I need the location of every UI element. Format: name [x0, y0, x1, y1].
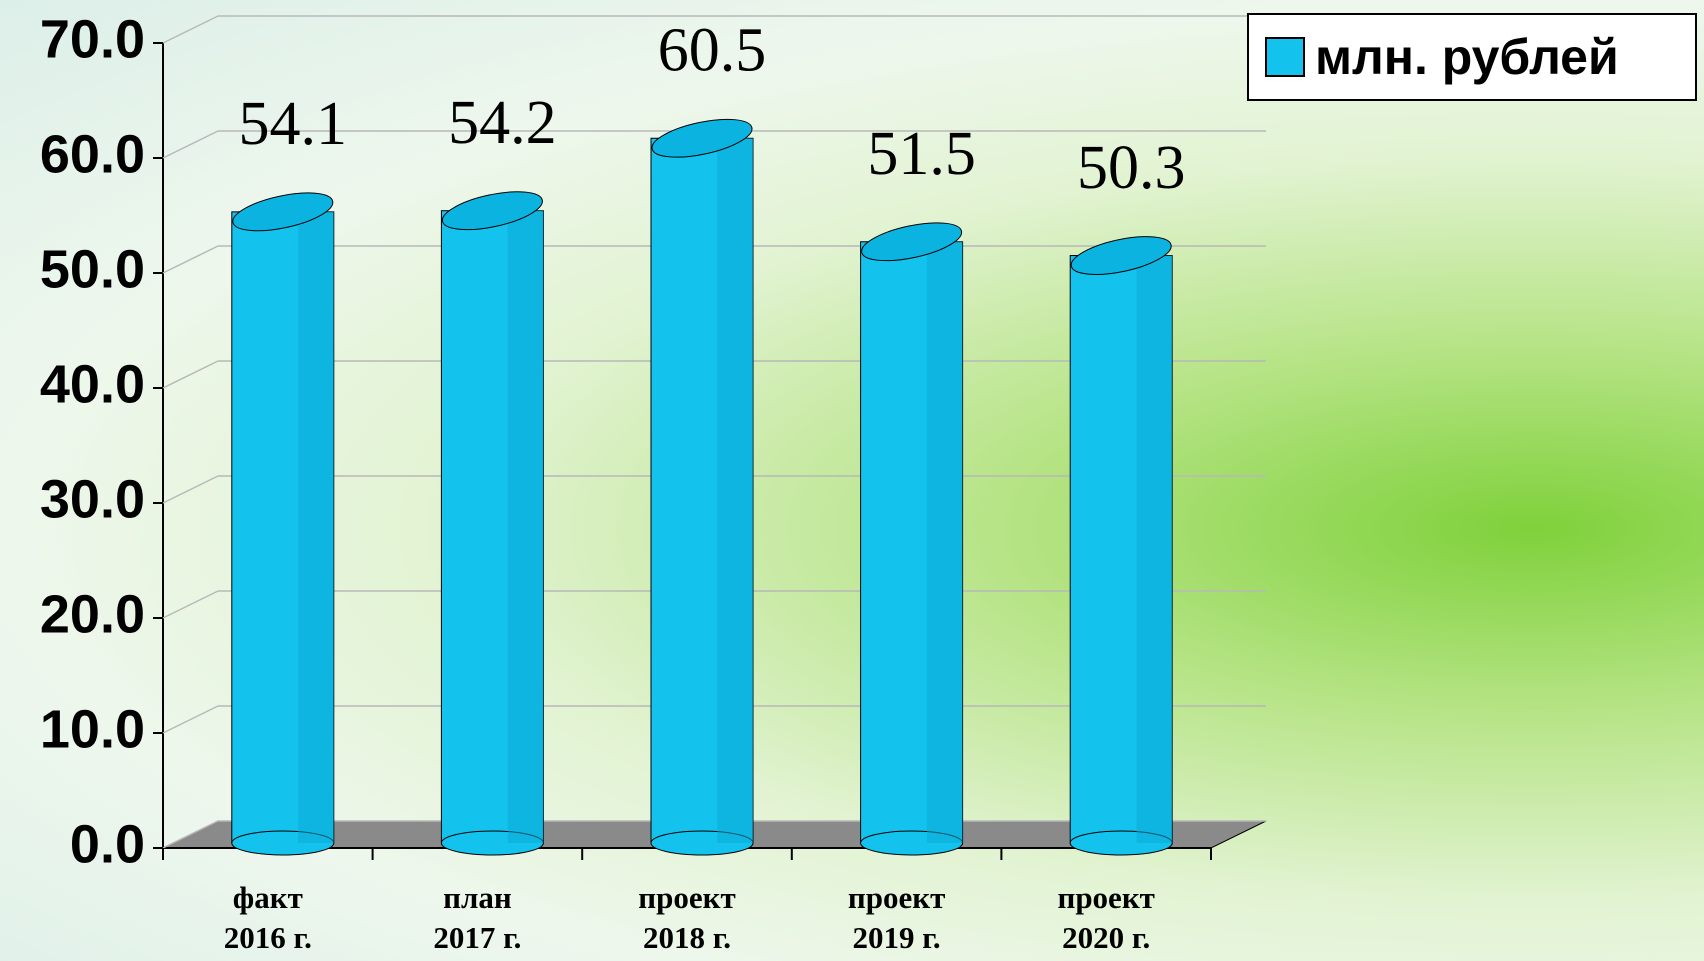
grid-diagonal	[162, 15, 219, 44]
y-tick-label: 40.0	[40, 354, 145, 414]
bar-shade	[926, 241, 963, 843]
value-label: 60.5	[658, 16, 767, 84]
legend: млн. рублей	[1247, 13, 1697, 101]
legend-label: млн. рублей	[1315, 29, 1619, 85]
x-tick-label: план 2017 г.	[433, 880, 522, 955]
x-tick-label: проект 2020 г.	[1057, 880, 1155, 955]
bar-top	[441, 191, 543, 231]
y-tick-label: 10.0	[40, 699, 145, 759]
bar-shade	[717, 138, 753, 843]
grid-diagonal	[162, 590, 219, 619]
bar-shade	[1136, 255, 1173, 844]
grid-diagonal	[162, 475, 219, 504]
legend-swatch	[1265, 37, 1305, 77]
y-tick-label: 30.0	[40, 469, 145, 529]
grid-diagonal	[162, 130, 219, 159]
y-tick-label: 60.0	[40, 124, 145, 184]
bar-top	[1070, 236, 1172, 275]
y-tick-label: 70.0	[40, 9, 145, 69]
grid-diagonal	[162, 705, 219, 734]
value-label: 54.1	[239, 90, 348, 158]
bar-shade	[507, 210, 544, 843]
y-tick-label: 0.0	[70, 814, 145, 874]
x-tick-label: проект 2018 г.	[638, 880, 736, 955]
bar-top	[232, 192, 334, 232]
value-label: 51.5	[867, 120, 976, 188]
grid-diagonal	[162, 360, 219, 389]
x-tick-label: проект 2019 г.	[847, 880, 946, 955]
y-tick-label: 50.0	[40, 239, 145, 299]
x-tick-label: факт 2016 г.	[223, 880, 312, 955]
bar-shade	[298, 211, 334, 844]
bar-top	[651, 118, 753, 158]
grid-diagonal	[162, 820, 219, 849]
y-tick-label: 20.0	[40, 584, 145, 644]
grid-diagonal	[162, 245, 219, 274]
value-label: 54.2	[448, 89, 557, 157]
bar-top	[861, 222, 963, 262]
value-label: 50.3	[1077, 134, 1186, 202]
